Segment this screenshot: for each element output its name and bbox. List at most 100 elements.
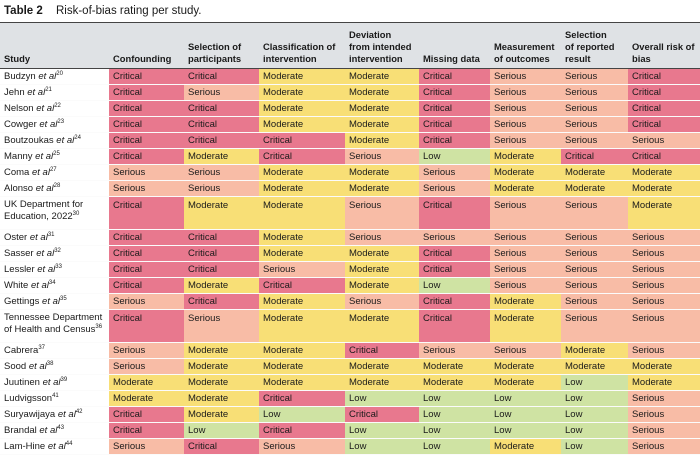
rating-cell: Moderate: [490, 180, 561, 197]
study-et-al: et al: [36, 248, 55, 259]
table-title: Risk-of-bias rating per study.: [55, 5, 202, 17]
rating-cell: Moderate: [259, 196, 345, 230]
rating-cell: Moderate: [109, 374, 184, 391]
rating-cell: Serious: [628, 309, 700, 343]
rating-cell: Critical: [109, 116, 184, 133]
study-et-al: et al: [57, 409, 76, 420]
rating-cell: Low: [419, 438, 490, 455]
study-et-al: et al: [31, 167, 50, 178]
rating-cell: Moderate: [419, 374, 490, 391]
rating-cell: Moderate: [259, 309, 345, 343]
study-name: Suryawijaya: [4, 409, 56, 420]
rating-cell: Critical: [109, 309, 184, 343]
rating-cell: Low: [345, 422, 419, 439]
rating-cell: Critical: [628, 116, 700, 133]
rating-cell: Low: [490, 422, 561, 439]
rating-cell: Moderate: [561, 164, 628, 181]
study-cell: Gettings et al35: [0, 293, 109, 310]
rating-cell: Critical: [184, 229, 259, 246]
study-cell: Lessler et al33: [0, 261, 109, 278]
rating-cell: Critical: [109, 422, 184, 439]
risk-of-bias-table: Study Confounding Selection of participa…: [0, 22, 700, 455]
rating-cell: Moderate: [345, 277, 419, 294]
header-study: Study: [0, 22, 109, 69]
rating-cell: Low: [561, 390, 628, 407]
rating-cell: Serious: [628, 438, 700, 455]
table-row: UK Department for Education, 202230 Criti…: [0, 196, 700, 230]
rating-cell: Serious: [490, 229, 561, 246]
study-et-al: et al: [29, 232, 48, 243]
study-cell: Jehn et al21: [0, 84, 109, 101]
study-cell: Suryawijaya et al42: [0, 406, 109, 423]
rating-cell: Critical: [419, 293, 490, 310]
study-et-al: et al: [30, 280, 49, 291]
rating-cell: Critical: [419, 245, 490, 262]
rating-cell: Low: [419, 148, 490, 165]
rating-cell: Moderate: [490, 164, 561, 181]
rating-cell: Critical: [109, 406, 184, 423]
rating-cell: Moderate: [345, 180, 419, 197]
rating-cell: Serious: [184, 164, 259, 181]
study-cell: Budzyn et al20: [0, 68, 109, 85]
table-row: Coma et al27 Serious Serious Moderate Modera…: [0, 164, 700, 181]
rating-cell: Moderate: [259, 116, 345, 133]
study-et-al: et al: [39, 119, 58, 130]
header-confounding: Confounding: [109, 22, 184, 69]
study-cell: Tennessee Department of Health and Censu…: [0, 309, 109, 343]
header-overall-risk-of-bias: Overall risk of bias: [628, 22, 700, 69]
rating-cell: Critical: [109, 68, 184, 85]
rating-cell: Moderate: [259, 180, 345, 197]
rating-cell: Serious: [109, 180, 184, 197]
study-cell: Brandal et al43: [0, 422, 109, 439]
rating-cell: Moderate: [490, 374, 561, 391]
rating-cell: Critical: [419, 261, 490, 278]
study-et-al: et al: [42, 296, 60, 307]
rating-cell: Critical: [109, 245, 184, 262]
rating-cell: Low: [419, 277, 490, 294]
table-row: Suryawijaya et al42 Critical Moderate Low Cr…: [0, 406, 700, 423]
rating-cell: Low: [345, 390, 419, 407]
rating-cell: Serious: [561, 100, 628, 117]
rating-cell: Moderate: [184, 390, 259, 407]
rating-cell: Moderate: [184, 277, 259, 294]
rating-cell: Critical: [259, 390, 345, 407]
rating-cell: Critical: [259, 132, 345, 149]
study-cell: Oster et al31: [0, 229, 109, 246]
rating-cell: Serious: [628, 245, 700, 262]
table-row: Sood et al38 Serious Moderate Moderate Moder…: [0, 358, 700, 375]
rating-cell: Critical: [109, 84, 184, 101]
table-row: Alonso et al28 Serious Serious Moderate Mode…: [0, 180, 700, 197]
rating-cell: Low: [345, 438, 419, 455]
rating-cell: Serious: [628, 293, 700, 310]
rating-cell: Critical: [419, 100, 490, 117]
study-cell: Nelson et al22: [0, 100, 109, 117]
rating-cell: Moderate: [345, 261, 419, 278]
rating-cell: Moderate: [345, 245, 419, 262]
rating-cell: Serious: [561, 277, 628, 294]
study-name: Manny: [4, 151, 33, 162]
rating-cell: Low: [419, 422, 490, 439]
rating-cell: Critical: [259, 422, 345, 439]
rating-cell: Critical: [419, 196, 490, 230]
study-reference: 38: [46, 361, 54, 367]
rating-cell: Serious: [561, 261, 628, 278]
study-name: Gettings: [4, 296, 40, 307]
study-name: Boutzoukas: [4, 135, 54, 146]
rating-cell: Serious: [561, 116, 628, 133]
rating-cell: Critical: [109, 229, 184, 246]
rating-cell: Moderate: [259, 293, 345, 310]
rating-cell: Serious: [109, 164, 184, 181]
rating-cell: Serious: [109, 342, 184, 359]
table-row: Lam-Hine et al44 Serious Critical Serious Lo…: [0, 438, 700, 455]
study-cell: Alonso et al28: [0, 180, 109, 197]
rating-cell: Low: [184, 422, 259, 439]
rating-cell: Serious: [345, 196, 419, 230]
study-reference: 41: [52, 393, 59, 399]
table-row: Ludvigsson41 Moderate Moderate Critical Low L…: [0, 390, 700, 407]
rating-cell: Moderate: [184, 342, 259, 359]
study-name: White: [4, 280, 29, 291]
rating-cell: Moderate: [259, 245, 345, 262]
rating-cell: Moderate: [184, 196, 259, 230]
rating-cell: Critical: [419, 116, 490, 133]
rating-cell: Moderate: [628, 358, 700, 375]
